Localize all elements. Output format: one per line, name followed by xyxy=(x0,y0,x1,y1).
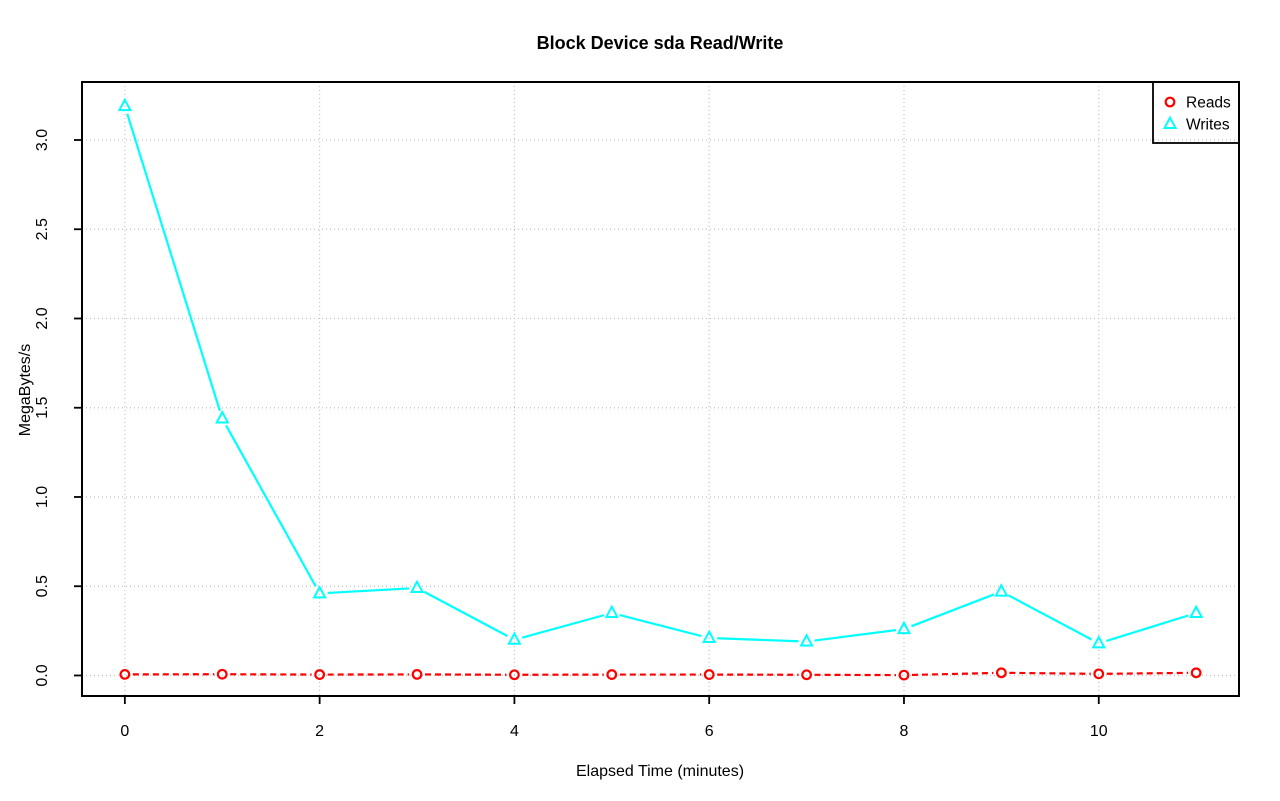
series-line-segment xyxy=(1007,594,1093,641)
data-point-triangle xyxy=(604,604,619,619)
data-point-triangle xyxy=(896,620,912,635)
legend: Reads Writes xyxy=(1152,81,1240,144)
data-point-circle xyxy=(1190,667,1202,679)
series-line-segment xyxy=(225,424,317,587)
data-point-triangle xyxy=(994,583,1009,597)
series-writes xyxy=(117,97,1204,649)
data-point-circle xyxy=(314,669,326,680)
axis-tick-labels: 0 2 4 6 8 10 0.0 0.5 1.0 1.5 2.0 2.5 3.0 xyxy=(34,129,1108,740)
data-point-triangle xyxy=(409,579,425,594)
x-tick-label: 0 xyxy=(120,723,129,740)
series-line-segment xyxy=(1009,671,1091,675)
data-series xyxy=(117,97,1204,681)
x-axis-title: Elapsed Time (minutes) xyxy=(576,763,744,780)
x-tick-label: 2 xyxy=(315,723,324,740)
x-tick-label: 4 xyxy=(510,723,519,740)
data-point-circle xyxy=(995,667,1007,679)
legend-marker-triangle xyxy=(1162,115,1178,129)
x-tick-label: 8 xyxy=(900,723,909,740)
series-line-segment xyxy=(911,593,995,628)
data-point-circle xyxy=(801,669,812,681)
y-tick-label: 3.0 xyxy=(34,129,51,151)
x-tick-label: 6 xyxy=(705,723,714,740)
data-point-triangle xyxy=(312,584,327,599)
data-point-circle xyxy=(509,669,520,681)
y-axis-title: MegaBytes/s xyxy=(17,344,34,436)
y-tick-label: 2.5 xyxy=(34,218,51,240)
series-line-segment xyxy=(1106,671,1189,675)
series-line-segment xyxy=(327,587,410,595)
data-point-circle xyxy=(216,668,228,680)
data-point-triangle xyxy=(1091,634,1106,649)
series-line-segment xyxy=(814,628,897,642)
data-point-circle xyxy=(119,669,131,680)
series-line-segment xyxy=(717,637,799,643)
data-point-triangle xyxy=(1188,604,1204,619)
data-point-circle xyxy=(1093,668,1105,680)
plot-border xyxy=(81,81,1240,697)
legend-box xyxy=(1152,81,1240,144)
data-point-triangle xyxy=(507,631,522,645)
y-tick-label: 1.5 xyxy=(34,397,51,419)
data-point-circle xyxy=(411,669,423,680)
y-tick-label: 2.0 xyxy=(34,307,51,329)
series-line-segment xyxy=(619,613,702,638)
data-point-triangle xyxy=(117,97,133,112)
legend-marker-circle xyxy=(1164,96,1176,108)
series-reads xyxy=(119,667,1202,681)
series-line-segment xyxy=(911,671,994,677)
data-point-triangle xyxy=(799,633,814,647)
y-tick-label: 1.0 xyxy=(34,486,51,508)
gridlines xyxy=(82,82,1239,696)
legend-item-label: Writes xyxy=(1186,117,1230,134)
chart-title: Block Device sda Read/Write xyxy=(537,33,784,53)
series-line-segment xyxy=(1106,614,1189,643)
y-tick-label: 0.0 xyxy=(34,664,51,686)
data-point-circle xyxy=(606,669,618,680)
data-point-triangle xyxy=(215,410,230,424)
x-tick-label: 10 xyxy=(1090,723,1108,740)
data-point-circle xyxy=(898,669,910,681)
series-line-segment xyxy=(126,113,221,412)
series-line-segment xyxy=(423,590,508,637)
legend-item-label: Reads xyxy=(1186,95,1231,112)
data-point-triangle xyxy=(702,629,717,643)
series-line-segment xyxy=(521,614,605,639)
y-tick-label: 0.5 xyxy=(34,575,51,597)
data-point-circle xyxy=(703,669,715,680)
axis-ticks xyxy=(74,139,1100,704)
